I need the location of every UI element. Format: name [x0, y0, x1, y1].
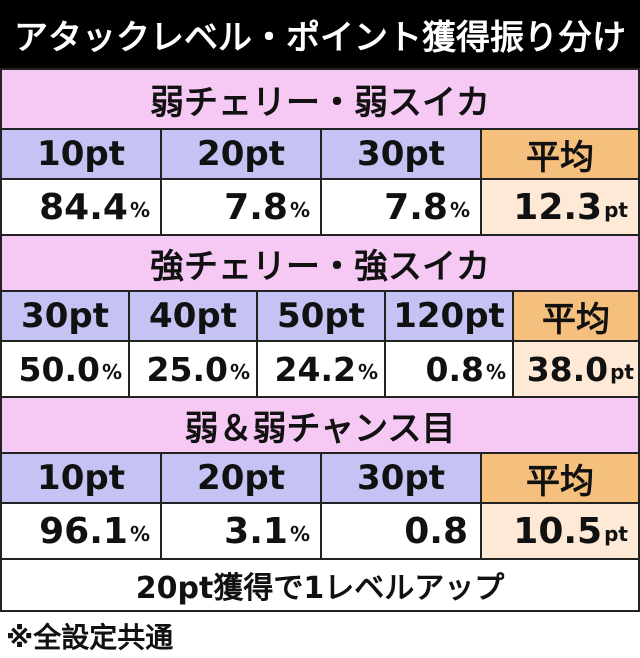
value-cell: 0.8% [386, 342, 512, 396]
value-cell: 7.8% [322, 180, 480, 234]
value-unit: % [449, 198, 470, 222]
column-header: 10pt [2, 454, 160, 502]
value-number: 24.2 [274, 349, 356, 389]
column-header: 40pt [130, 292, 256, 340]
value-cell: 24.2% [258, 342, 384, 396]
value-unit: pt [604, 522, 628, 546]
value-number: 10.5 [513, 510, 603, 552]
section-heading: 強チェリー・強スイカ [2, 236, 638, 290]
value-unit: % [289, 198, 310, 222]
section-1-header-row: 10pt 20pt 30pt 平均 [2, 130, 638, 178]
value-number: 0.8 [404, 510, 468, 552]
section-3-header-row: 10pt 20pt 30pt 平均 [2, 454, 638, 502]
value-number: 7.8 [224, 186, 288, 228]
value-number: 0.8 [425, 349, 484, 389]
column-header: 30pt [322, 454, 480, 502]
value-unit: pt [610, 360, 634, 384]
column-header: 20pt [162, 130, 320, 178]
average-header: 平均 [514, 292, 638, 340]
average-value-cell: 38.0 pt [514, 342, 638, 396]
column-header: 120pt [386, 292, 512, 340]
section-heading: 弱＆弱チャンス目 [2, 398, 638, 452]
value-unit: % [357, 360, 378, 384]
distribution-table: 弱チェリー・弱スイカ 10pt 20pt 30pt 平均 84.4% 7.8% … [0, 68, 640, 612]
value-number: 96.1 [39, 510, 128, 552]
section-heading: 弱チェリー・弱スイカ [2, 70, 638, 128]
value-cell: 3.1% [162, 504, 320, 558]
value-unit: % [129, 522, 150, 546]
value-number: 7.8 [384, 186, 448, 228]
value-number: 50.0 [18, 349, 100, 389]
average-value-cell: 12.3 pt [482, 180, 638, 234]
column-header: 30pt [2, 292, 128, 340]
page-title: アタックレベル・ポイント獲得振り分け [0, 0, 640, 68]
section-3-heading-row: 弱＆弱チャンス目 [2, 398, 638, 452]
value-number: 84.4 [39, 186, 128, 228]
value-number: 38.0 [526, 349, 609, 389]
value-cell: 84.4% [2, 180, 160, 234]
section-2-heading-row: 強チェリー・強スイカ [2, 236, 638, 290]
section-2-value-row: 50.0% 25.0% 24.2% 0.8% 38.0 pt [2, 342, 638, 396]
value-cell: 7.8% [162, 180, 320, 234]
value-number: 3.1 [224, 510, 288, 552]
column-header: 50pt [258, 292, 384, 340]
level-up-note: 20pt獲得で1レベルアップ [2, 560, 638, 610]
value-unit: pt [604, 198, 628, 222]
all-settings-note: ※全設定共通 [6, 621, 174, 654]
value-cell: 96.1% [2, 504, 160, 558]
value-unit: % [289, 522, 310, 546]
section-1-value-row: 84.4% 7.8% 7.8% 12.3 pt [2, 180, 638, 234]
column-header: 10pt [2, 130, 160, 178]
value-unit: % [229, 360, 250, 384]
value-number: 25.0 [146, 349, 228, 389]
average-header: 平均 [482, 130, 638, 178]
average-value-cell: 10.5 pt [482, 504, 638, 558]
footer-row: 20pt獲得で1レベルアップ [2, 560, 638, 610]
value-unit: % [129, 198, 150, 222]
value-cell: 25.0% [130, 342, 256, 396]
section-3-value-row: 96.1% 3.1% 0.8 10.5 pt [2, 504, 638, 558]
value-unit: % [485, 360, 506, 384]
value-unit: % [101, 360, 122, 384]
section-1-heading-row: 弱チェリー・弱スイカ [2, 70, 638, 128]
value-number: 12.3 [513, 186, 603, 228]
value-cell: 50.0% [2, 342, 128, 396]
value-cell: 0.8 [322, 504, 480, 558]
section-2-header-row: 30pt 40pt 50pt 120pt 平均 [2, 292, 638, 340]
average-header: 平均 [482, 454, 638, 502]
column-header: 20pt [162, 454, 320, 502]
column-header: 30pt [322, 130, 480, 178]
